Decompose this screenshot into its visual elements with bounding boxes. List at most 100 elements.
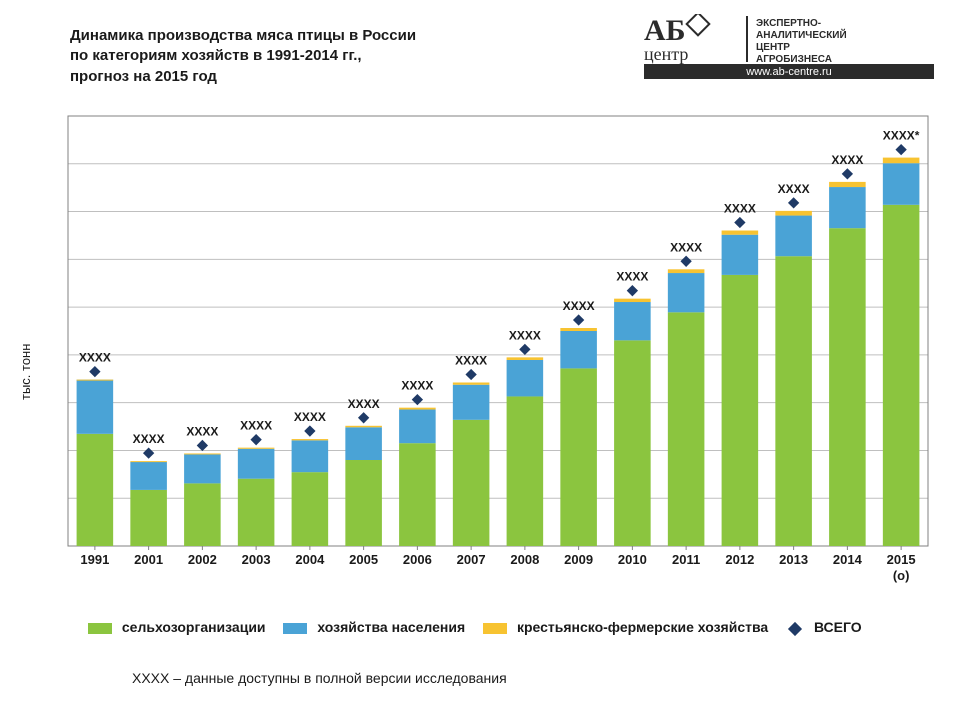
bar-yellow bbox=[453, 383, 490, 385]
bar-label: ХХХХ bbox=[240, 419, 272, 433]
bar-yellow bbox=[292, 439, 329, 440]
x-tick-label: 2014 bbox=[833, 552, 863, 567]
bar-label: ХХХХ bbox=[401, 379, 433, 393]
total-marker bbox=[734, 217, 745, 228]
bar-yellow bbox=[345, 426, 382, 427]
x-tick-label: 2006 bbox=[403, 552, 432, 567]
bar-yellow bbox=[668, 269, 705, 273]
bar-yellow bbox=[560, 328, 597, 331]
total-marker bbox=[895, 144, 906, 155]
total-marker bbox=[627, 285, 638, 296]
bar-label: ХХХХ bbox=[348, 397, 380, 411]
bar-green bbox=[184, 483, 221, 546]
x-tick-label: 2002 bbox=[188, 552, 217, 567]
bar-blue bbox=[238, 449, 275, 479]
bar-blue bbox=[292, 440, 329, 472]
bar-blue bbox=[883, 163, 920, 205]
bar-label: ХХХХ bbox=[294, 410, 326, 424]
total-marker bbox=[519, 344, 530, 355]
legend-swatch-blue bbox=[283, 623, 307, 634]
bar-yellow bbox=[77, 380, 114, 381]
x-tick-label: 2007 bbox=[457, 552, 486, 567]
bar-label: ХХХХ bbox=[133, 432, 165, 446]
logo-tag-2: АНАЛИТИЧЕСКИЙ bbox=[756, 28, 847, 41]
bar-yellow bbox=[184, 453, 221, 454]
bar-label: ХХХХ bbox=[724, 202, 756, 216]
bar-yellow bbox=[130, 461, 167, 462]
bar-label: ХХХХ bbox=[831, 153, 863, 167]
bar-blue bbox=[722, 235, 759, 275]
bar-label: ХХХХ bbox=[186, 424, 218, 438]
bar-label: ХХХХ bbox=[616, 270, 648, 284]
bar-yellow bbox=[507, 357, 544, 360]
bar-blue bbox=[399, 410, 436, 444]
legend-label-yellow: крестьянско-фермерские хозяйства bbox=[517, 619, 768, 635]
x-tick-sublabel: (о) bbox=[893, 568, 910, 583]
bar-label: ХХХХ bbox=[455, 354, 487, 368]
legend-label-blue: хозяйства населения bbox=[317, 619, 465, 635]
bar-blue bbox=[453, 385, 490, 420]
bar-green bbox=[77, 434, 114, 546]
total-marker bbox=[680, 256, 691, 267]
total-marker bbox=[197, 440, 208, 451]
x-tick-label: 1991 bbox=[80, 552, 109, 567]
bar-yellow bbox=[775, 211, 812, 216]
bar-blue bbox=[668, 273, 705, 312]
x-tick-label: 2013 bbox=[779, 552, 808, 567]
logo-ab: АБ bbox=[644, 14, 686, 47]
chart-area: ХХХХ 1991 ХХХХ 2001 ХХХХ 2002 ХХХХ 2003 ХХХХ 2004… bbox=[58, 110, 938, 586]
bar-blue bbox=[130, 462, 167, 490]
bar-green bbox=[238, 479, 275, 546]
bar-green bbox=[614, 340, 651, 546]
bar-blue bbox=[829, 187, 866, 228]
bar-blue bbox=[507, 360, 544, 396]
bar-blue bbox=[345, 427, 382, 460]
bar-yellow bbox=[722, 231, 759, 235]
total-marker bbox=[304, 425, 315, 436]
bar-green bbox=[560, 368, 597, 546]
x-tick-label: 2008 bbox=[510, 552, 539, 567]
ab-centre-logo: АБ центр ЭКСПЕРТНО- АНАЛИТИЧЕСКИЙ ЦЕНТР … bbox=[644, 14, 934, 80]
legend-item-marker: ВСЕГО bbox=[786, 619, 862, 635]
x-tick-label: 2012 bbox=[725, 552, 754, 567]
logo-centre: центр bbox=[644, 44, 688, 64]
bar-blue bbox=[560, 331, 597, 368]
legend-swatch-yellow bbox=[483, 623, 507, 634]
y-axis-label: тыс. тонн bbox=[18, 344, 33, 400]
total-marker bbox=[250, 434, 261, 445]
legend-label-green: сельхозорганизации bbox=[122, 619, 266, 635]
logo-tag-3: ЦЕНТР bbox=[756, 42, 790, 53]
bar-yellow bbox=[238, 448, 275, 449]
bar-label: ХХХХ bbox=[670, 240, 702, 254]
logo-tag-4: АГРОБИЗНЕСА bbox=[756, 54, 832, 65]
bar-label: ХХХХ* bbox=[883, 129, 920, 143]
bar-green bbox=[883, 205, 920, 546]
bar-yellow bbox=[399, 408, 436, 410]
bar-green bbox=[829, 228, 866, 546]
logo-diamond-icon bbox=[687, 14, 710, 35]
legend: сельхозорганизации хозяйства населения к… bbox=[88, 618, 908, 635]
bar-green bbox=[668, 312, 705, 546]
total-marker bbox=[465, 369, 476, 380]
total-marker bbox=[358, 412, 369, 423]
x-tick-label: 2001 bbox=[134, 552, 163, 567]
title-line-1: Динамика производства мяса птицы в Росси… bbox=[70, 27, 416, 44]
legend-label-marker: ВСЕГО bbox=[814, 619, 862, 635]
bar-green bbox=[345, 460, 382, 546]
logo-url: www.ab-centre.ru bbox=[745, 66, 832, 78]
bar-yellow bbox=[883, 158, 920, 164]
x-tick-label: 2003 bbox=[242, 552, 271, 567]
legend-item-blue: хозяйства населения bbox=[283, 619, 465, 635]
bar-yellow bbox=[829, 182, 866, 187]
bar-label: ХХХХ bbox=[778, 182, 810, 196]
x-tick-label: 2004 bbox=[295, 552, 325, 567]
bar-yellow bbox=[614, 299, 651, 302]
bar-blue bbox=[77, 380, 114, 434]
total-marker bbox=[842, 168, 853, 179]
total-marker bbox=[573, 314, 584, 325]
x-tick-label: 2005 bbox=[349, 552, 378, 567]
bar-green bbox=[775, 256, 812, 546]
bar-blue bbox=[775, 216, 812, 257]
x-tick-label: 2015 bbox=[887, 552, 916, 567]
chart-title: Динамика производства мяса птицы в Росси… bbox=[70, 26, 530, 87]
